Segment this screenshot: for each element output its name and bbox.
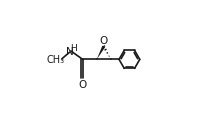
Text: N: N [66, 46, 74, 56]
Text: O: O [78, 79, 86, 89]
Text: O: O [99, 36, 107, 46]
Text: H: H [70, 43, 77, 52]
Text: CH₃: CH₃ [47, 55, 65, 65]
Polygon shape [96, 46, 105, 60]
